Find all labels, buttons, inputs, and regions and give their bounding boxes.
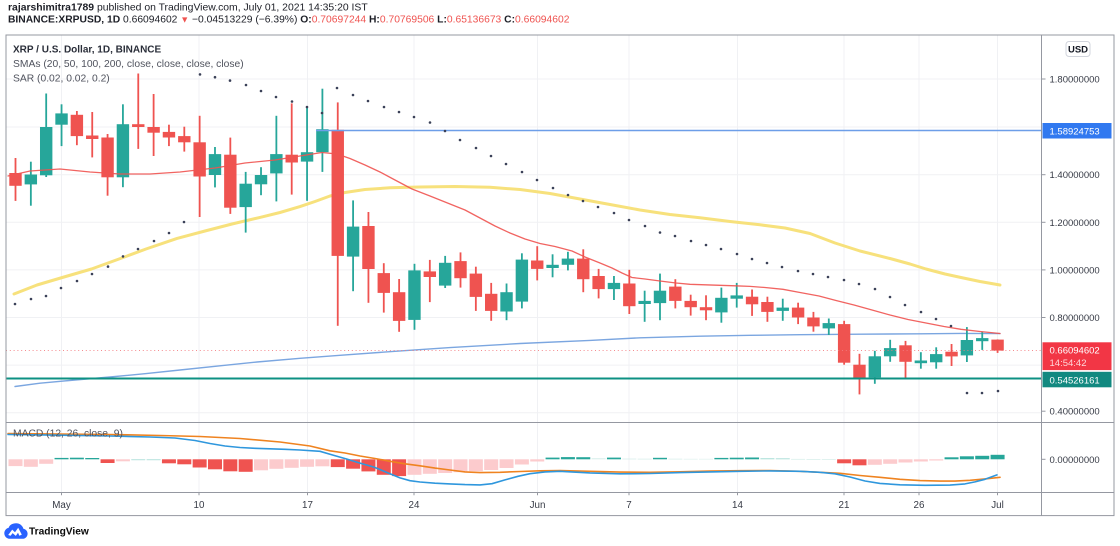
svg-text:7: 7: [626, 500, 631, 511]
svg-text:rajarshimitra1789 published on: rajarshimitra1789 published on TradingVi…: [8, 3, 368, 14]
svg-text:0.00000000: 0.00000000: [1050, 455, 1100, 466]
svg-text:0.54526161: 0.54526161: [1050, 375, 1100, 386]
svg-text:0.40000000: 0.40000000: [1050, 407, 1100, 418]
svg-text:0.66094602: 0.66094602: [1050, 346, 1100, 357]
svg-text:26: 26: [914, 500, 925, 511]
svg-text:10: 10: [194, 500, 205, 511]
svg-text:0.80000000: 0.80000000: [1050, 313, 1100, 324]
svg-text:MACD (12, 26, close, 9): MACD (12, 26, close, 9): [13, 429, 123, 440]
svg-text:Jun: Jun: [530, 500, 546, 511]
svg-text:BINANCE:XRPUSD, 1D 0.66094602: BINANCE:XRPUSD, 1D 0.66094602 ▼ −0.04513…: [8, 15, 570, 26]
svg-text:TradingView: TradingView: [29, 527, 89, 538]
svg-text:May: May: [52, 500, 71, 511]
svg-text:1.40000000: 1.40000000: [1050, 170, 1100, 181]
svg-text:14:54:42: 14:54:42: [1050, 358, 1087, 369]
svg-text:USD: USD: [1068, 45, 1088, 56]
svg-text:Jul: Jul: [991, 500, 1004, 511]
svg-text:1.00000000: 1.00000000: [1050, 265, 1100, 276]
svg-text:21: 21: [839, 500, 850, 511]
svg-text:SMAs (20, 50, 100, 200, close,: SMAs (20, 50, 100, 200, close, close, cl…: [13, 59, 244, 70]
svg-text:24: 24: [409, 500, 420, 511]
svg-text:XRP / U.S. Dollar, 1D, BINANCE: XRP / U.S. Dollar, 1D, BINANCE: [13, 45, 162, 56]
svg-text:17: 17: [302, 500, 313, 511]
svg-text:14: 14: [732, 500, 743, 511]
svg-text:SAR (0.02, 0.02, 0.2): SAR (0.02, 0.02, 0.2): [13, 74, 110, 85]
svg-text:1.80000000: 1.80000000: [1050, 75, 1100, 86]
svg-text:1.20000000: 1.20000000: [1050, 218, 1100, 229]
svg-text:1.58924753: 1.58924753: [1050, 126, 1100, 137]
